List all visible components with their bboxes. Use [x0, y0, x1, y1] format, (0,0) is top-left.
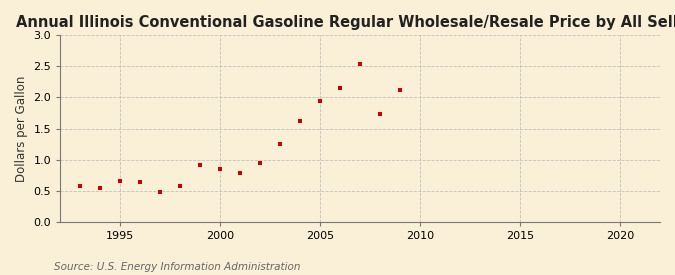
Point [395, 88, 406, 92]
Point [375, 111, 385, 116]
Point [195, 162, 206, 167]
Point [175, 184, 186, 188]
Point [215, 167, 225, 171]
Point [155, 190, 165, 194]
Text: Source: U.S. Energy Information Administration: Source: U.S. Energy Information Administ… [54, 262, 300, 272]
Point [355, 62, 366, 66]
Point [75, 184, 86, 188]
Point [95, 185, 106, 190]
Point [235, 170, 246, 175]
Point [335, 85, 346, 90]
Point [315, 99, 325, 103]
Point [275, 142, 286, 146]
Y-axis label: Dollars per Gallon: Dollars per Gallon [15, 75, 28, 182]
Point [135, 180, 146, 184]
Title: Annual Illinois Conventional Gasoline Regular Wholesale/Resale Price by All Sell: Annual Illinois Conventional Gasoline Re… [16, 15, 675, 30]
Point [115, 179, 126, 183]
Point [295, 119, 306, 123]
Point [255, 161, 266, 165]
